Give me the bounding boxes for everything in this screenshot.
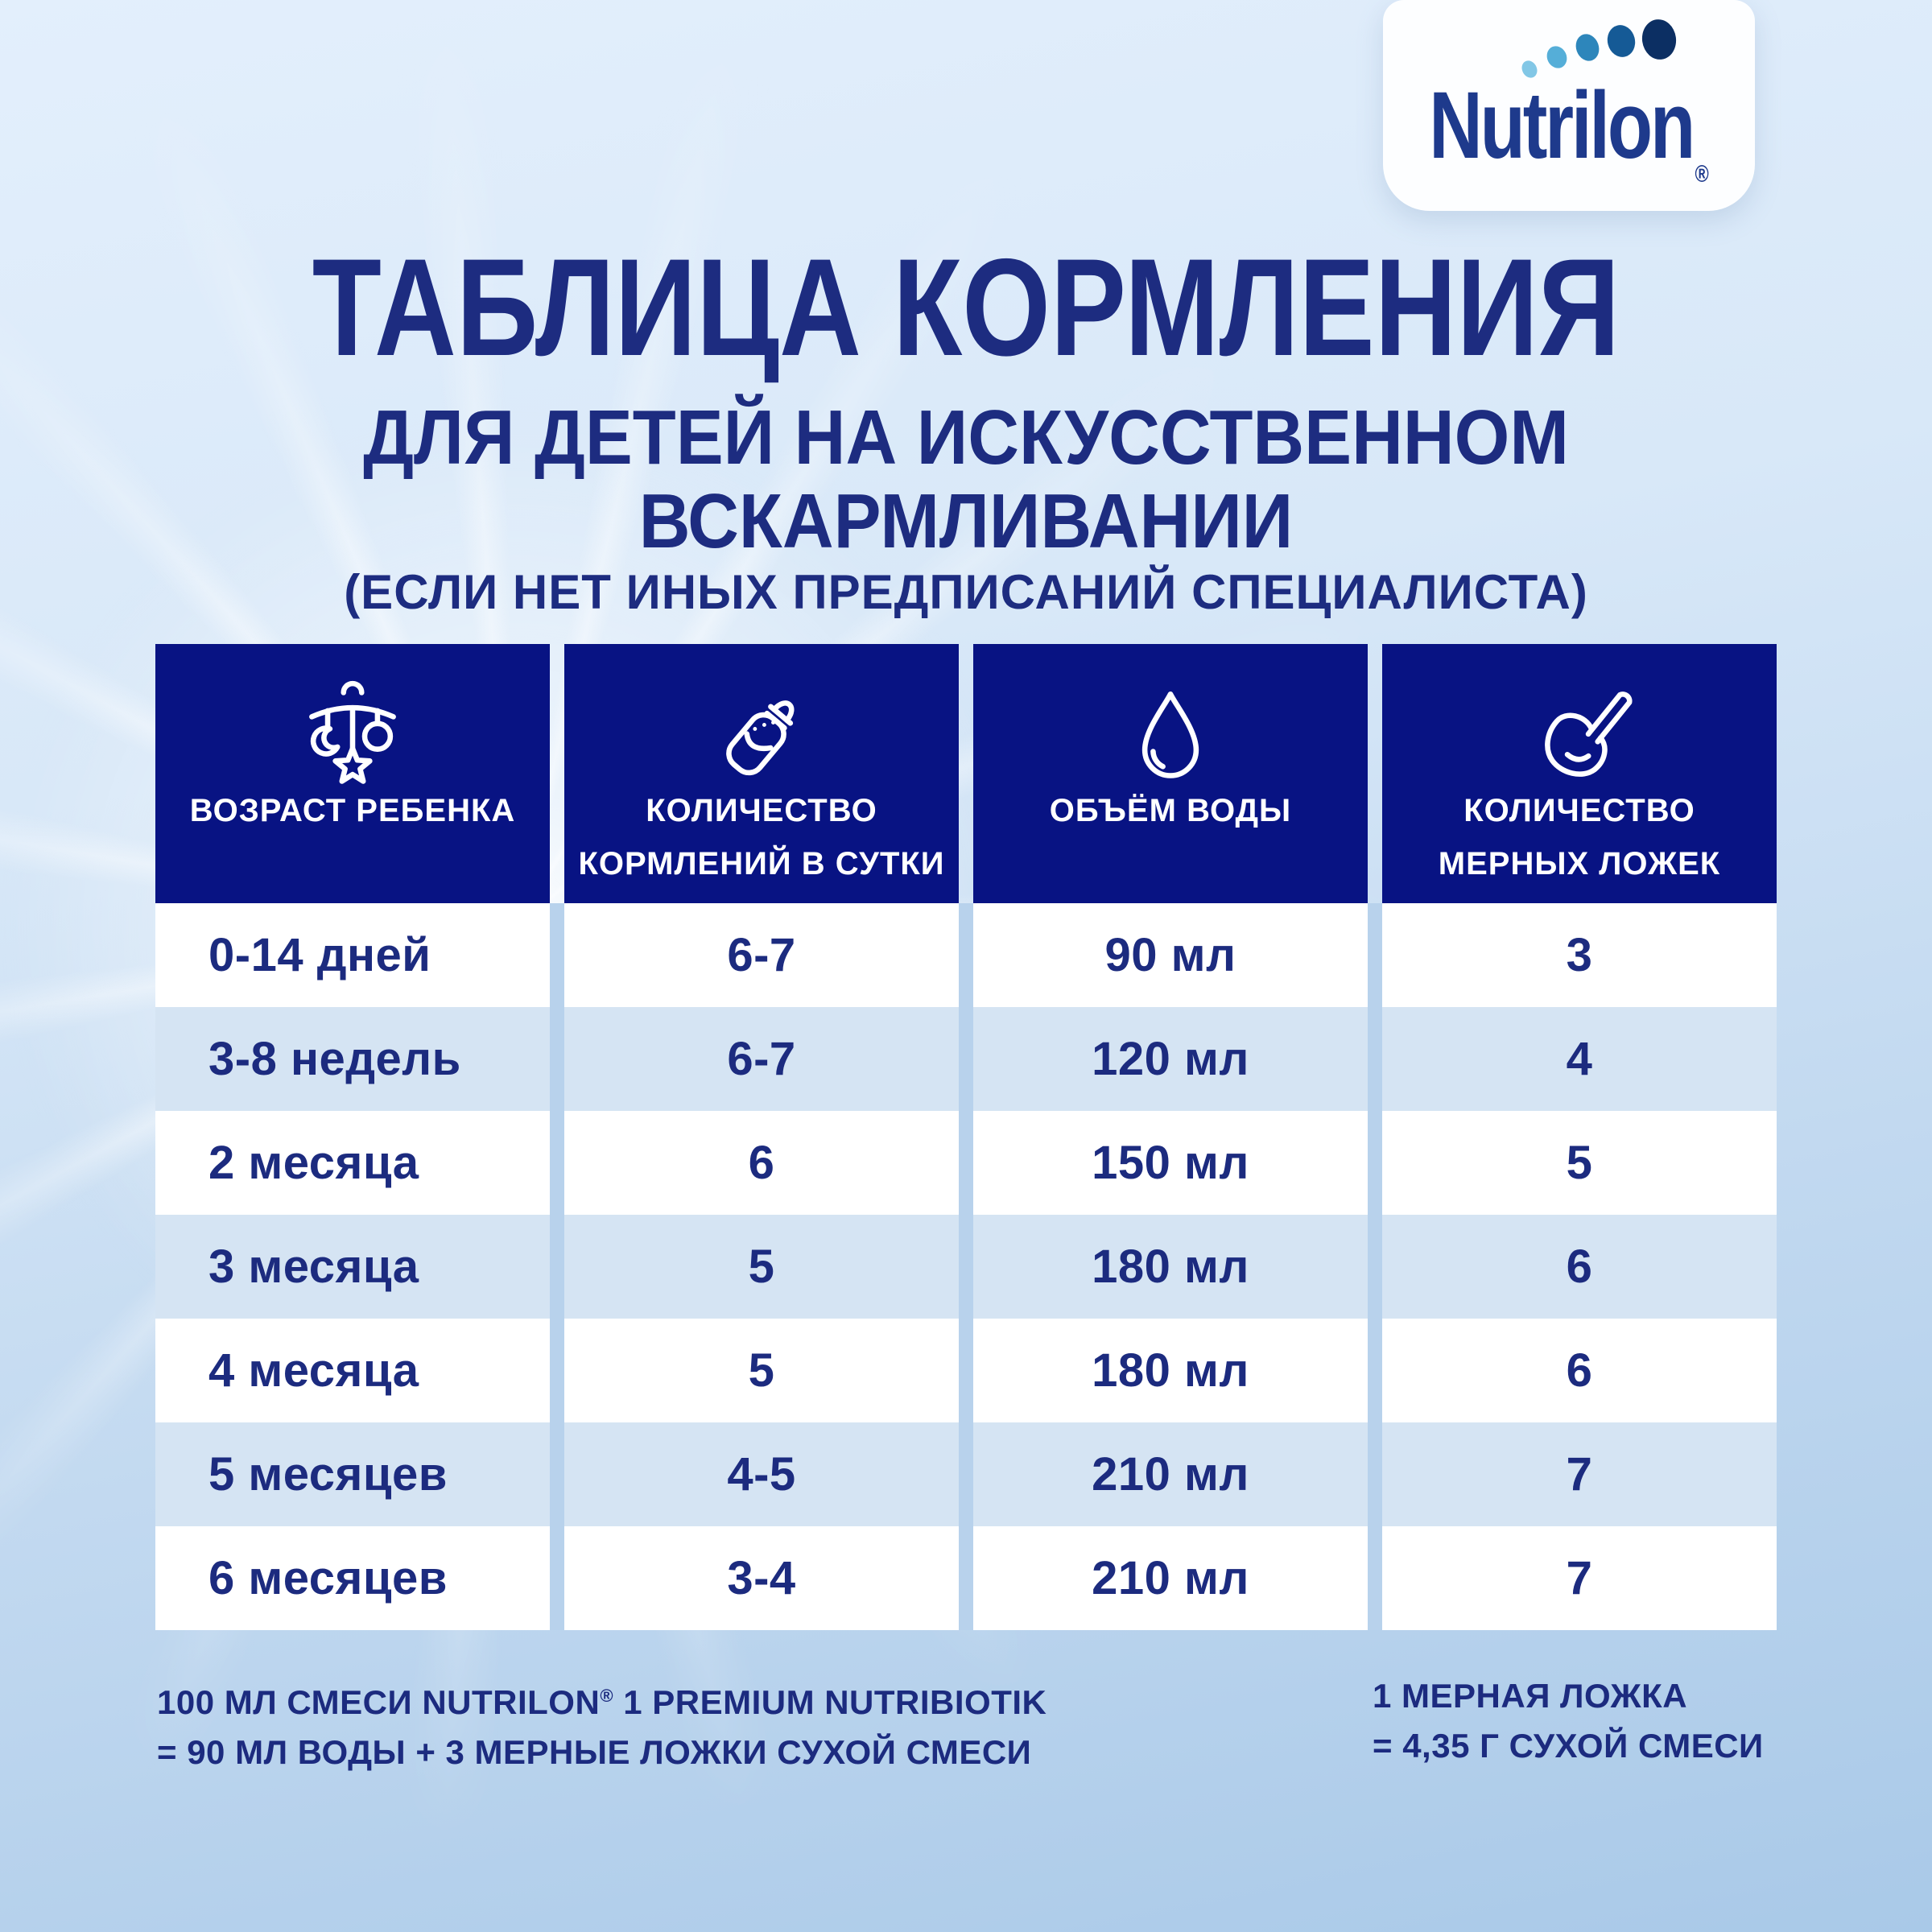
column-header-scoops: КОЛИЧЕСТВО МЕРНЫХ ЛОЖЕК [1382, 644, 1777, 903]
table-body: 0-14 дней 6-7 90 мл 3 3-8 недель 6-7 120… [155, 903, 1777, 1630]
feedings-cell: 3-4 [564, 1526, 959, 1630]
page-note: (ЕСЛИ НЕТ ИНЫХ ПРЕДПИСАНИЙ СПЕЦИАЛИСТА) [344, 565, 1588, 619]
scoops-cell: 6 [1382, 1319, 1777, 1422]
water-cell: 210 мл [973, 1422, 1368, 1526]
scoops-cell: 4 [1382, 1007, 1777, 1111]
scoops-cell: 5 [1382, 1111, 1777, 1215]
nutrilon-wordmark: Nutrilon® [1424, 71, 1714, 188]
feedings-cell: 6-7 [564, 1007, 959, 1111]
age-cell: 3-8 недель [155, 1007, 550, 1111]
table-row: 5 месяцев 4-5 210 мл 7 [155, 1422, 1777, 1526]
registered-mark: ® [600, 1686, 614, 1706]
table-row: 0-14 дней 6-7 90 мл 3 [155, 903, 1777, 1007]
footnote-scoop-weight: 1 МЕРНАЯ ЛОЖКА = 4,35 Г СУХОЙ СМЕСИ [1373, 1671, 1764, 1771]
subtitle-line-2: ВСКАРМЛИВАНИИ [638, 478, 1294, 564]
age-cell: 2 месяца [155, 1111, 550, 1215]
feedings-cell: 6-7 [564, 903, 959, 1007]
water-cell: 180 мл [973, 1319, 1368, 1422]
footnote-scoop-weight-line-1: 1 МЕРНАЯ ЛОЖКА [1373, 1677, 1688, 1715]
nutrilon-brand-text: Nutrilon [1429, 72, 1695, 179]
column-header-water-label: ОБЪЁМ ВОДЫ [1049, 793, 1292, 828]
feedings-cell: 5 [564, 1215, 959, 1319]
scoops-cell: 7 [1382, 1526, 1777, 1630]
footnote-mix-ratio-line-1: 100 МЛ СМЕСИ NUTRILON® 1 PREMIUM NUTRIBI… [157, 1683, 1047, 1721]
measuring-spoon-icon [1545, 691, 1633, 777]
footnote-mix-ratio: 100 МЛ СМЕСИ NUTRILON® 1 PREMIUM NUTRIBI… [157, 1671, 1046, 1777]
column-header-scoops-label: КОЛИЧЕСТВО МЕРНЫХ ЛОЖЕК [1438, 793, 1721, 881]
scoops-cell: 7 [1382, 1422, 1777, 1526]
age-cell: 6 месяцев [155, 1526, 550, 1630]
feedings-cell: 6 [564, 1111, 959, 1215]
age-cell: 0-14 дней [155, 903, 550, 1007]
footnote-scoop-weight-line-2: = 4,35 Г СУХОЙ СМЕСИ [1373, 1727, 1764, 1765]
table-row: 3-8 недель 6-7 120 мл 4 [155, 1007, 1777, 1111]
water-cell: 210 мл [973, 1526, 1368, 1630]
nutrilon-logo-card: Nutrilon® [1383, 0, 1755, 211]
column-header-feedings-label: КОЛИЧЕСТВО КОРМЛЕНИЙ В СУТКИ [578, 793, 945, 881]
age-cell: 5 месяцев [155, 1422, 550, 1526]
page-subtitle: ДЛЯ ДЕТЕЙ НА ИСКУССТВЕННОМ ВСКАРМЛИВАНИИ [77, 396, 1855, 564]
table-row: 6 месяцев 3-4 210 мл 7 [155, 1526, 1777, 1630]
water-cell: 150 мл [973, 1111, 1368, 1215]
water-cell: 120 мл [973, 1007, 1368, 1111]
subtitle-line-1: ДЛЯ ДЕТЕЙ НА ИСКУССТВЕННОМ [363, 394, 1569, 481]
table-row: 3 месяца 5 180 мл 6 [155, 1215, 1777, 1319]
footnote-mix-ratio-line-2: = 90 МЛ ВОДЫ + 3 МЕРНЫЕ ЛОЖКИ СУХОЙ СМЕС… [157, 1733, 1032, 1771]
water-cell: 90 мл [973, 903, 1368, 1007]
feedings-cell: 4-5 [564, 1422, 959, 1526]
water-drop-icon [1141, 691, 1199, 778]
scoops-cell: 3 [1382, 903, 1777, 1007]
column-header-age: ВОЗРАСТ РЕБЕНКА [155, 644, 550, 903]
baby-mobile-icon [309, 680, 396, 784]
column-header-age-label: ВОЗРАСТ РЕБЕНКА [189, 793, 516, 828]
table-header-row: ВОЗРАСТ РЕБЕНКА [155, 644, 1777, 903]
column-header-water: ОБЪЁМ ВОДЫ [973, 644, 1368, 903]
table-row: 2 месяца 6 150 мл 5 [155, 1111, 1777, 1215]
registered-mark: ® [1695, 161, 1709, 188]
feeding-table: ВОЗРАСТ РЕБЕНКА [155, 644, 1777, 1630]
page-title: ТАБЛИЦА КОРМЛЕНИЯ [312, 230, 1620, 385]
column-header-feedings: КОЛИЧЕСТВО КОРМЛЕНИЙ В СУТКИ [564, 644, 959, 903]
baby-bottle-icon [726, 700, 795, 776]
table-row: 4 месяца 5 180 мл 6 [155, 1319, 1777, 1422]
age-cell: 3 месяца [155, 1215, 550, 1319]
water-cell: 180 мл [973, 1215, 1368, 1319]
scoops-cell: 6 [1382, 1215, 1777, 1319]
feedings-cell: 5 [564, 1319, 959, 1422]
age-cell: 4 месяца [155, 1319, 550, 1422]
